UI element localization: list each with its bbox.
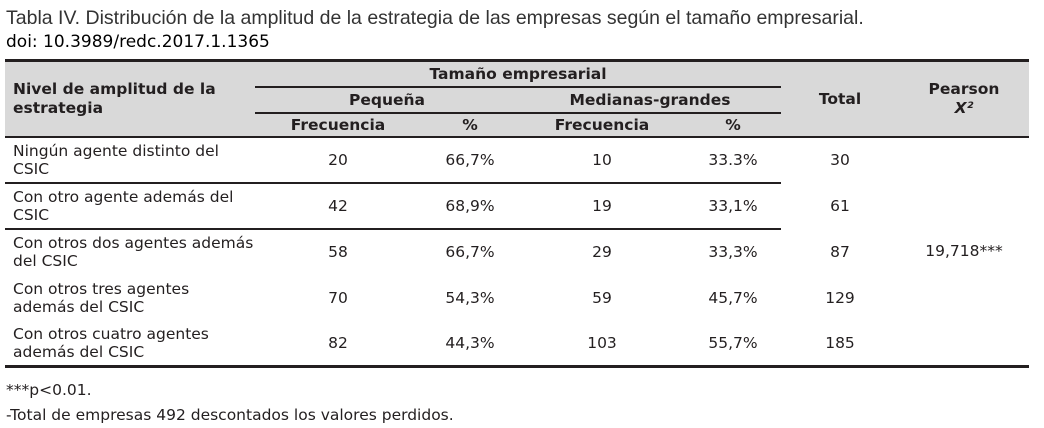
large-pct-cell: 33.3%: [685, 136, 781, 184]
table-row: Con otro agente además del CSIC 42 68,9%…: [5, 182, 1029, 230]
large-freq-cell: 59: [592, 288, 612, 307]
row-label: Con otros cuatro agentes además del CSIC: [5, 320, 255, 368]
table-caption: Tabla IV. Distribución de la amplitud de…: [6, 6, 1036, 54]
small-freq-cell: 82: [255, 320, 421, 368]
large-freq-cell: 103: [519, 320, 685, 368]
large-pct-cell: 33,3%: [708, 243, 758, 261]
small-pct-cell: 66,7%: [445, 243, 495, 261]
small-freq-cell: 20: [255, 136, 421, 184]
header-large-pct: %: [685, 112, 781, 138]
total-cell: 185: [781, 320, 899, 368]
total-cell: 87: [830, 242, 850, 261]
large-freq-cell: 29: [592, 243, 612, 261]
large-pct-cell: 55,7%: [685, 320, 781, 368]
doi-text: doi: 10.3989/redc.2017.1.1365: [6, 32, 270, 52]
header-large-freq: Frecuencia: [519, 112, 685, 138]
total-cell: 30: [830, 151, 850, 169]
large-freq-cell: 19: [519, 182, 685, 230]
row-label: Ningún agente distinto del CSIC: [5, 136, 255, 184]
small-pct-cell: 68,9%: [421, 182, 519, 230]
table-row: Con otros tres agentes además del CSIC 7…: [5, 275, 1029, 321]
header-pearson-label: Pearson: [928, 79, 1000, 98]
small-freq-cell: 42: [255, 182, 421, 230]
significance-note: ***p<0.01.: [6, 381, 92, 399]
small-pct-cell: 66,7%: [421, 136, 519, 184]
header-total: Total: [781, 59, 899, 138]
row-label: Con otro agente además del CSIC: [5, 182, 255, 230]
small-pct-cell: 54,3%: [445, 288, 495, 307]
header-row-label: Nivel de amplitud de la estrategia: [5, 59, 255, 138]
table-row: Con otros cuatro agentes además del CSIC…: [5, 320, 1029, 368]
data-table: Nivel de amplitud de la estrategia Tamañ…: [5, 59, 1029, 368]
small-pct-cell: 44,3%: [421, 320, 519, 368]
total-cell: 61: [830, 196, 850, 215]
table-title: Tabla IV. Distribución de la amplitud de…: [6, 7, 864, 29]
header-small-pct: %: [421, 112, 519, 138]
header-chi-label: X²: [954, 98, 974, 117]
pearson-value: 19,718***: [899, 136, 1029, 368]
row-label: Con otros tres agentes además del CSIC: [13, 279, 190, 316]
small-freq-cell: 70: [328, 288, 348, 307]
large-freq-cell: 10: [519, 136, 685, 184]
header-row-2: Pequeña Medianas-grandes: [5, 86, 1029, 114]
header-small-freq: Frecuencia: [255, 112, 421, 138]
row-label: Con otros dos agentes además del CSIC: [13, 234, 254, 270]
large-pct-cell: 45,7%: [708, 288, 758, 307]
large-pct-cell: 33,1%: [685, 182, 781, 230]
header-group: Tamaño empresarial: [255, 59, 781, 88]
table-row: Con otros dos agentes además del CSIC 58…: [5, 229, 1029, 275]
header-small: Pequeña: [255, 86, 519, 114]
header-row-3: Frecuencia % Frecuencia %: [5, 112, 1029, 138]
table-row: Ningún agente distinto del CSIC 20 66,7%…: [5, 136, 1029, 368]
header-large: Medianas-grandes: [519, 86, 781, 114]
header-row-1: Nivel de amplitud de la estrategia Tamañ…: [5, 59, 1029, 138]
total-cell: 129: [825, 288, 855, 307]
header-pearson: Pearson X²: [899, 59, 1029, 138]
total-note: -Total de empresas 492 descontados los v…: [6, 406, 454, 424]
small-freq-cell: 58: [328, 243, 348, 261]
